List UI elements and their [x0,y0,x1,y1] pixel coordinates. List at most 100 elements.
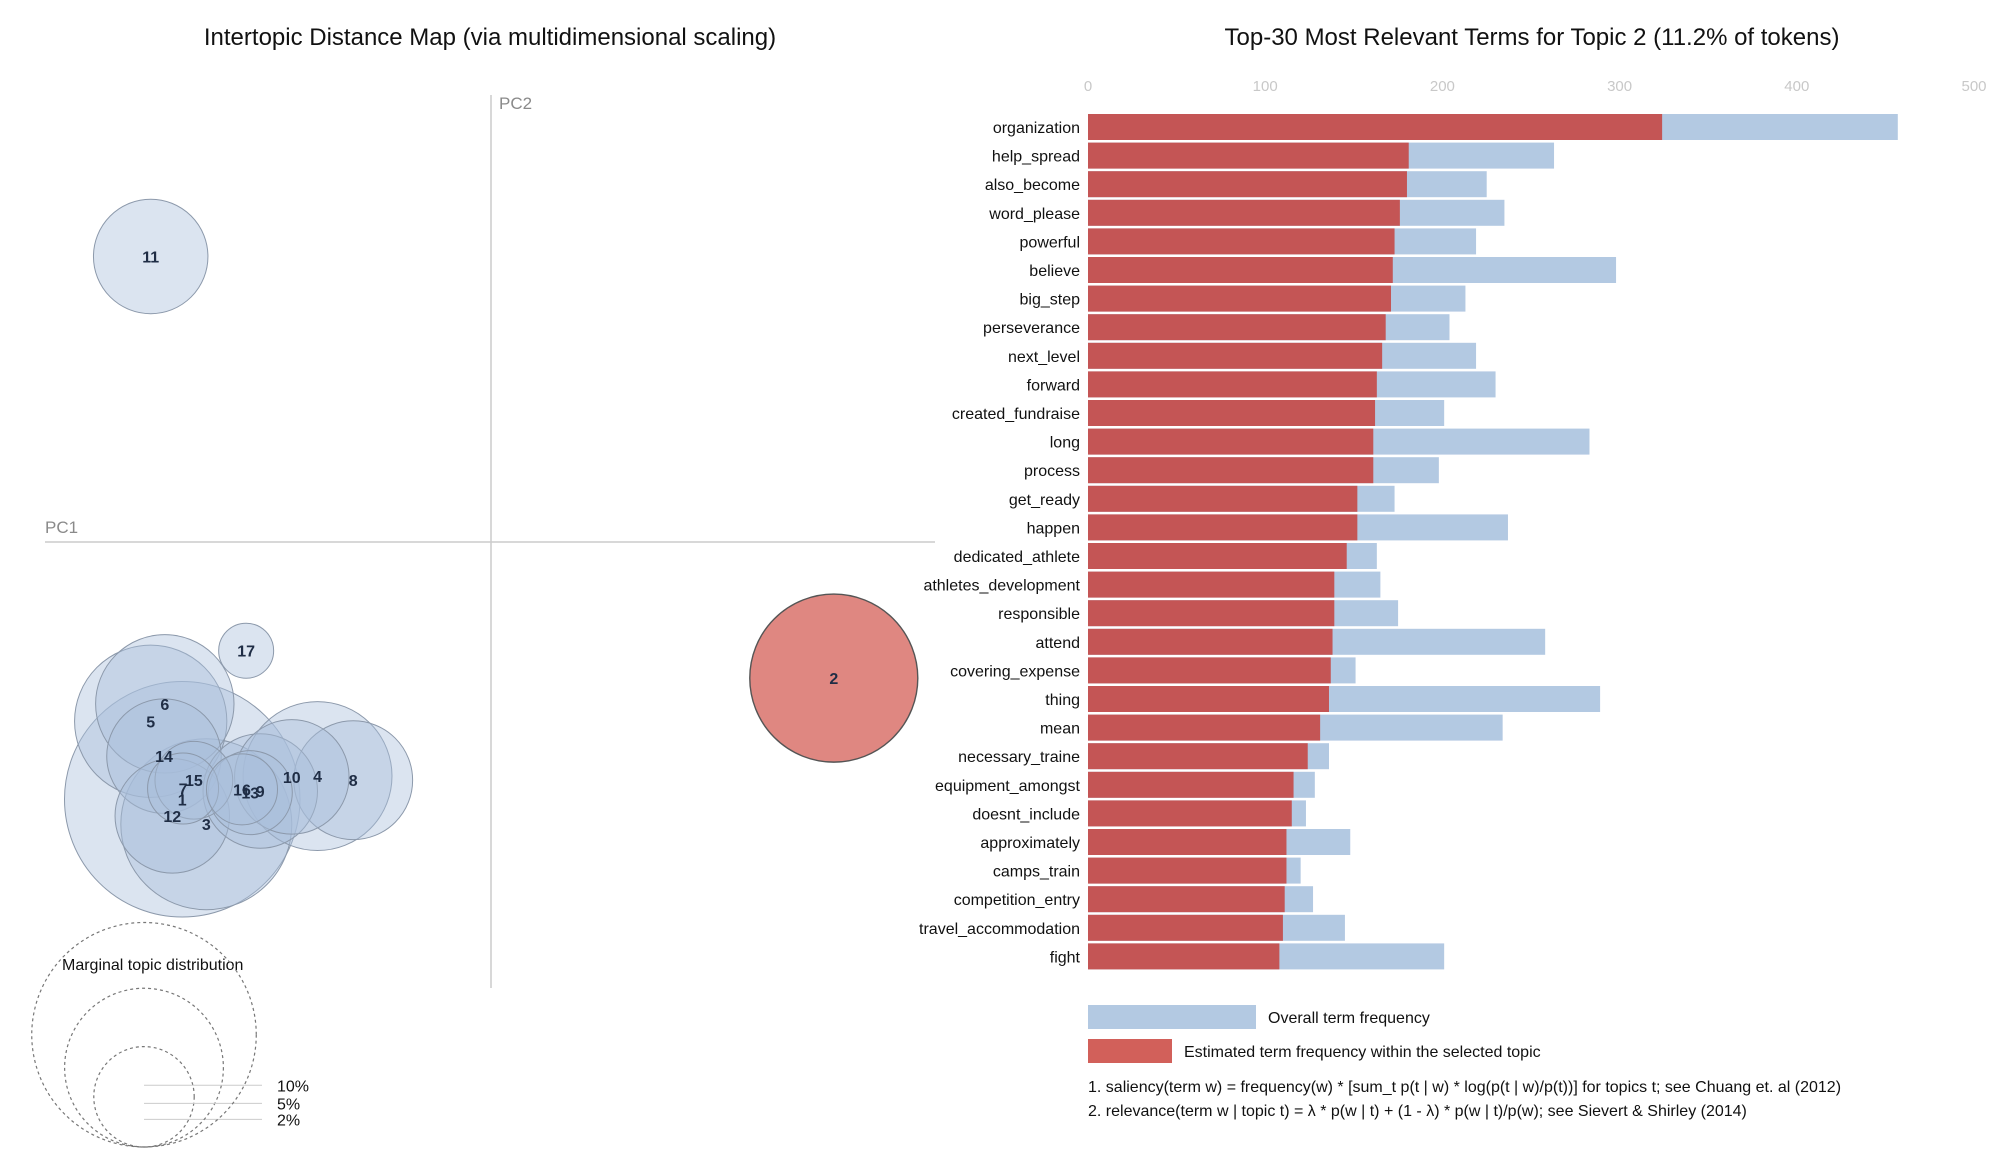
topic-bar-created_fundraise [1088,400,1376,426]
topic-label-1: 1 [178,792,187,809]
saliency-note: 1. saliency(term w) = frequency(w) * [su… [1088,1079,1841,1096]
intertopic-title: Intertopic Distance Map (via multidimens… [204,24,776,51]
term-label-process: process [1024,463,1080,480]
topic-label-17: 17 [237,644,255,661]
topic-bubble-10 [234,719,350,835]
term-label-responsible: responsible [998,606,1080,623]
topic-bar-powerful [1088,228,1395,255]
topic-label-14: 14 [155,749,173,766]
relevant-terms-panel: Top-30 Most Relevant Terms for Topic 2 (… [919,24,1986,1120]
topic-label-3: 3 [202,817,211,834]
topic-bubble-8 [293,720,414,841]
topic-bar-word_please [1088,199,1400,226]
topic-bar-attend [1088,628,1333,655]
x-tick-200: 200 [1430,78,1455,95]
term-label-word_please: word_please [988,206,1080,223]
topic-bubble-15 [154,740,234,820]
term-label-travel_accommodation: travel_accommodation [919,921,1080,938]
topic-label-2: 2 [829,671,838,688]
term-label-equipment_amongst: equipment_amongst [935,778,1081,795]
topic-bubble-2 [749,593,919,763]
term-label-long: long [1050,435,1080,452]
topic-bar-camps_train [1088,857,1287,884]
topic-bubble-3 [120,738,293,911]
topic-bar-competition_entry [1088,886,1285,913]
x-tick-100: 100 [1253,78,1278,95]
topic-label-8: 8 [349,773,358,790]
relevance-note: 2. relevance(term w | topic t) = λ * p(w… [1088,1103,1747,1120]
term-label-forward: forward [1027,377,1080,394]
term-label-doesnt_include: doesnt_include [972,806,1080,823]
topic-label-9: 9 [256,784,265,801]
term-labels: organization help_spread also_become word_p… [919,120,1081,966]
topic-bar-get_ready [1088,485,1358,512]
term-label-help_spread: help_spread [992,149,1080,166]
topic-bubble-7 [147,752,220,825]
term-label-organization: organization [993,120,1080,137]
topic-bubble-16 [206,753,278,826]
topic-bubble-9 [202,733,319,849]
topic-bar-believe [1088,257,1393,283]
term-label-powerful: powerful [1020,234,1080,251]
marginal-legend: 2%5%10% [31,921,309,1148]
topic-bar-responsible [1088,600,1335,627]
term-label-happen: happen [1027,520,1080,537]
topic-bar-also_become [1088,171,1407,198]
term-label-also_become: also_become [985,177,1080,194]
topic-bubble-11 [92,198,209,315]
pc2-label: PC2 [499,94,532,113]
topic-label-12: 12 [163,809,181,826]
topic-bubble-12 [114,758,231,874]
legend-topic-label: Estimated term frequency within the sele… [1184,1044,1541,1061]
topic-bubble-5 [74,644,228,798]
topic-bubble-4 [242,701,393,852]
topic-bar-approximately [1088,829,1287,855]
pc1-label: PC1 [45,518,78,537]
topic-bar-fight [1088,943,1280,970]
topic-bubble-17 [218,622,275,679]
term-label-mean: mean [1040,721,1080,738]
topic-label-5: 5 [146,714,155,731]
term-label-created_fundraise: created_fundraise [952,406,1080,423]
topic-bar-thing [1088,686,1329,712]
topic-label-11: 11 [142,249,159,266]
topic-label-16: 16 [233,782,251,799]
topic-bar-organization [1088,114,1663,140]
legend-topic-swatch [1088,1039,1172,1063]
topic-bar-help_spread [1088,142,1409,169]
term-label-perseverance: perseverance [983,320,1080,337]
x-axis-ticks: 0 100 200 300 400 500 [1084,78,1987,95]
topic-bar-covering_expense [1088,657,1331,684]
term-bars [1088,114,1898,970]
term-label-competition_entry: competition_entry [954,892,1080,909]
marginal-distribution-title: Marginal topic distribution [62,957,243,974]
topic-bubble-1 [63,681,301,918]
term-label-get_ready: get_ready [1009,492,1080,509]
topic-label-15: 15 [185,773,203,790]
marginal-label-10: 10% [277,1078,309,1095]
topic-bar-next_level [1088,342,1383,369]
term-label-athletes_development: athletes_development [923,578,1080,595]
topic-label-6: 6 [160,697,169,714]
topic-label-7: 7 [179,782,188,799]
term-label-necessary_traine: necessary_traine [958,749,1080,766]
x-tick-400: 400 [1784,78,1809,95]
x-tick-300: 300 [1607,78,1632,95]
marginal-label-5: 5% [277,1096,300,1113]
term-label-thing: thing [1045,692,1080,709]
x-tick-500: 500 [1961,78,1986,95]
x-tick-0: 0 [1084,78,1092,95]
topic-bar-equipment_amongst [1088,771,1294,798]
topic-bar-athletes_development [1088,571,1335,598]
topic-bubble-14 [106,698,222,814]
legend-overall-label: Overall term frequency [1268,1010,1430,1027]
marginal-circle-10 [31,921,257,1148]
topic-bar-long [1088,428,1374,455]
term-label-dedicated_athlete: dedicated_athlete [954,549,1080,566]
intertopic-panel: Intertopic Distance Map (via multidimens… [31,24,935,1148]
term-label-next_level: next_level [1008,349,1080,366]
term-label-believe: believe [1029,263,1080,280]
term-label-covering_expense: covering_expense [950,663,1080,680]
